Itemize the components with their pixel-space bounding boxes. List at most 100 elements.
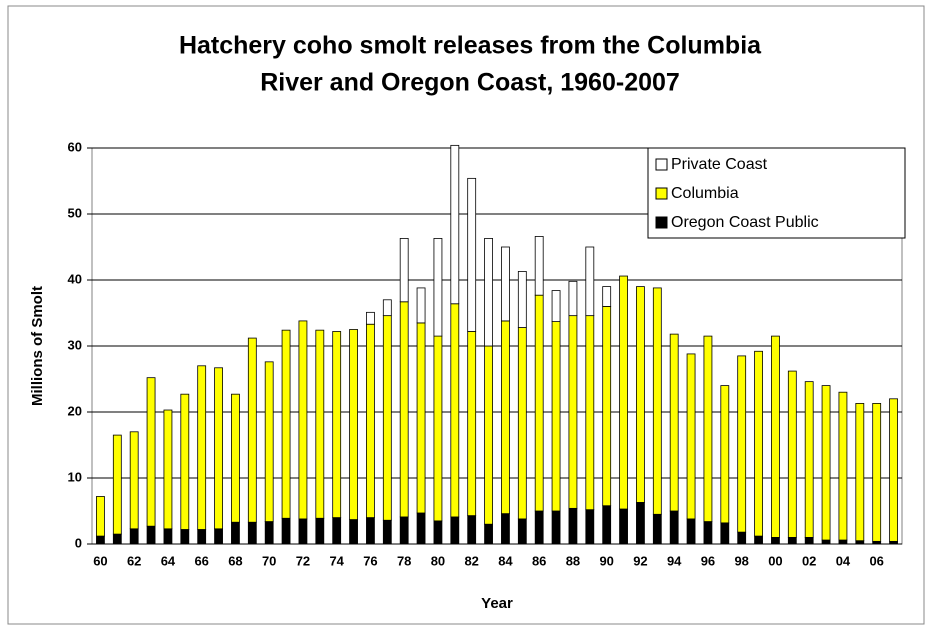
bar-segment [450,303,460,518]
bar-segment [349,329,358,520]
bar-segment [821,539,831,545]
bar-segment [501,320,510,515]
bar-segment [585,315,595,511]
bar-segment [467,515,477,545]
x-tick-label: 60 [93,553,107,568]
bar-segment [501,513,510,545]
bar-segment [602,505,612,545]
bar-segment [855,403,865,542]
x-tick-label: 66 [194,553,208,568]
x-tick-label: 96 [701,553,715,568]
bar-segment [501,246,510,322]
x-tick-label: 02 [802,553,816,568]
bar-segment [366,517,375,545]
y-axis-label: Millions of Smolt [29,286,46,406]
bar-segment [433,520,443,545]
legend-label: Columbia [671,185,739,202]
bar-segment [399,301,409,518]
x-tick-label: 06 [869,553,883,568]
bar-segment [619,275,628,510]
x-tick-label: 92 [633,553,647,568]
bar-segment [146,525,156,545]
bar-segment [433,335,443,522]
bar-segment [602,286,612,307]
bar-segment [281,329,291,519]
bar-segment [214,528,223,545]
bar-segment [787,537,797,545]
bar-segment [551,321,561,512]
y-tick-label: 50 [68,205,82,220]
bar-segment [568,315,578,509]
bar-segment [484,345,493,525]
bar-segment [332,331,342,519]
x-tick-label: 76 [363,553,377,568]
y-tick-label: 0 [75,535,82,550]
y-tick-label: 40 [68,271,82,286]
bar-segment [754,350,763,537]
bar-segment [382,315,392,521]
x-axis-label: Year [481,595,513,612]
x-tick-label: 88 [566,553,580,568]
bar-segment [804,381,814,538]
bar-segment [534,294,544,512]
bar-segment [129,431,139,530]
bar-segment [231,393,240,523]
x-tick-label: 86 [532,553,546,568]
bar-segment [737,355,747,533]
y-tick-label: 60 [68,139,82,154]
bar-segment [467,331,477,517]
x-tick-label: 70 [262,553,276,568]
bar-segment [112,434,122,535]
bar-segment [382,519,392,545]
bar-segment [838,539,848,545]
bar-segment [399,238,409,303]
x-tick-label: 00 [768,553,782,568]
bar-segment [180,529,190,545]
legend-box [647,147,906,239]
chart-title: Hatchery coho smolt releases from the Co… [179,32,762,60]
x-tick-label: 90 [599,553,613,568]
bar-segment [264,521,274,545]
x-tick-label: 84 [498,553,513,568]
x-tick-label: 62 [127,553,141,568]
bar-segment [872,403,882,542]
bar-segment [247,521,257,545]
x-tick-label: 98 [734,553,748,568]
bar-segment [298,320,308,520]
bar-segment [416,287,426,324]
bar-segment [450,516,460,545]
bar-segment [433,238,443,337]
x-tick-label: 72 [296,553,310,568]
bar-segment [366,311,375,325]
x-tick-label: 04 [836,553,851,568]
bar-segment [568,280,578,317]
bar-segment [163,528,173,545]
bar-segment [382,299,392,317]
legend-swatch [655,158,668,171]
bar-segment [720,522,730,545]
bar-segment [602,305,612,507]
bar-segment [534,510,544,545]
bar-segment [771,537,780,545]
bar-segment [281,517,291,545]
bar-segment [332,517,342,545]
x-tick-label: 82 [464,553,478,568]
bar-segment [568,507,578,545]
bar-segment [551,510,561,545]
x-tick-label: 68 [228,553,242,568]
bar-segment [517,271,527,328]
bar-segment [821,385,831,541]
bar-segment [720,385,730,524]
bar-segment [214,367,223,530]
x-tick-label: 94 [667,553,682,568]
bar-segment [484,238,493,347]
bar-segment [180,393,190,530]
bar-segment [96,496,105,537]
y-tick-label: 20 [68,403,82,418]
y-tick-label: 10 [68,469,82,484]
bar-segment [416,322,426,514]
bar-segment [737,531,747,545]
bar-segment [585,509,595,545]
legend-label: Private Coast [671,156,768,173]
bar-segment [686,518,696,545]
